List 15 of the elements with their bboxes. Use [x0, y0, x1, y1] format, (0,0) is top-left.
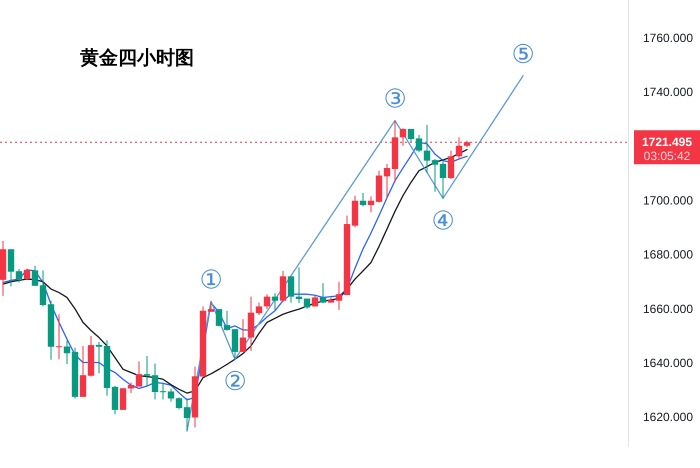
annotation: ① — [200, 264, 222, 294]
price-label: 1721.495 03:05:42 — [634, 130, 700, 164]
y-tick-label: 1660.000 — [642, 302, 694, 316]
annotation: ③ — [384, 84, 406, 114]
title: 黄金四小时图 — [80, 48, 194, 69]
annotation: ⑤ — [512, 38, 534, 69]
annotation: ④ — [432, 205, 454, 236]
ref-line-label: 1721.495 — [642, 135, 692, 150]
y-tick-label: 1700.000 — [642, 193, 694, 208]
y-tick-label: 1640.000 — [642, 356, 694, 370]
y-tick-label: 1740.000 — [642, 85, 694, 100]
annotation: ② — [224, 366, 246, 396]
y-tick-label: 1620.000 — [642, 410, 694, 424]
y-tick-label: 1760.000 — [642, 30, 694, 45]
y-tick-label: 1680.000 — [642, 248, 694, 262]
